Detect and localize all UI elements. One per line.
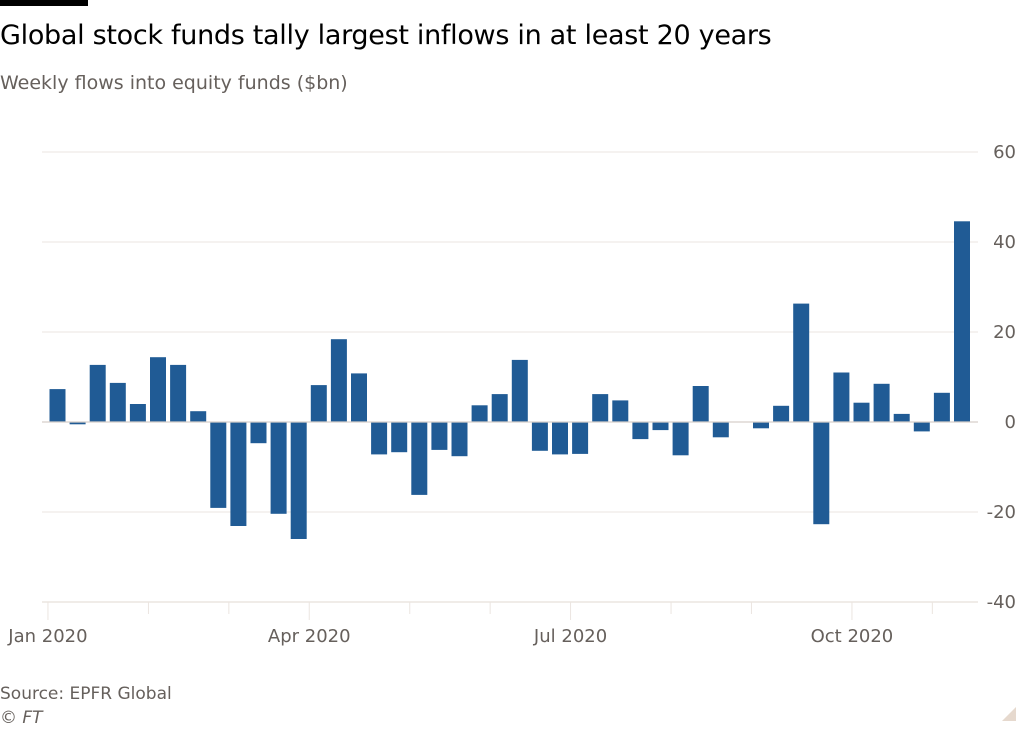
bar [531, 422, 548, 451]
bar [913, 422, 930, 432]
ft-brand-bar [0, 0, 88, 6]
y-tick-label: 60 [993, 142, 1016, 163]
bar [632, 422, 649, 440]
bar [572, 422, 589, 454]
source-note: Source: EPFR Global [0, 684, 172, 704]
bar [893, 413, 910, 422]
bar [250, 422, 267, 444]
bar [933, 392, 950, 423]
bar [652, 422, 669, 431]
bar [712, 422, 729, 438]
bar [511, 359, 528, 422]
bar [552, 422, 568, 455]
bar [411, 422, 428, 495]
bar [853, 402, 870, 422]
bar [270, 422, 287, 514]
bar [471, 405, 488, 422]
chart-subtitle: Weekly flows into equity funds ($bn) [0, 72, 348, 94]
bar [592, 394, 609, 422]
bar [753, 422, 769, 429]
bar [612, 400, 629, 422]
bar [210, 422, 227, 508]
bar [954, 221, 970, 422]
bar [109, 382, 126, 422]
bar [813, 422, 830, 525]
x-tick-label: Apr 2020 [268, 626, 351, 647]
bar [371, 422, 388, 455]
bar [230, 422, 247, 526]
bar [833, 372, 850, 422]
x-tick-label: Oct 2020 [811, 626, 894, 647]
y-axis: 60 40 20 0 -20 -40 [987, 142, 1016, 613]
y-tick-label: 40 [993, 232, 1016, 253]
bar [873, 383, 890, 423]
bar [49, 389, 66, 422]
bar [290, 422, 307, 539]
bar [69, 422, 86, 425]
y-tick-label: -40 [987, 592, 1016, 613]
bar [692, 386, 709, 422]
y-tick-label: -20 [987, 502, 1016, 523]
bar [391, 422, 408, 453]
bar [773, 405, 790, 422]
y-tick-label: 0 [1005, 412, 1016, 433]
bar [310, 385, 327, 422]
chart-title: Global stock funds tally largest inflows… [0, 20, 772, 51]
bar [129, 404, 146, 422]
bar [150, 357, 166, 422]
bar [89, 364, 106, 422]
bar [451, 422, 468, 457]
x-axis: Jan 2020 Apr 2020 Jul 2020 Oct 2020 [7, 601, 978, 647]
bar [431, 422, 448, 450]
bar [491, 394, 508, 422]
y-tick-label: 20 [993, 322, 1016, 343]
bar [190, 411, 207, 422]
bar [672, 422, 689, 456]
bar [793, 303, 810, 422]
bar [170, 364, 187, 422]
bar [351, 373, 367, 422]
copyright-note: © FT [0, 708, 43, 728]
bars [49, 221, 970, 539]
gridlines [42, 151, 978, 513]
corner-mark [1002, 707, 1016, 721]
bar [330, 339, 347, 422]
x-tick-label: Jul 2020 [533, 626, 607, 647]
x-tick-label: Jan 2020 [7, 626, 87, 647]
